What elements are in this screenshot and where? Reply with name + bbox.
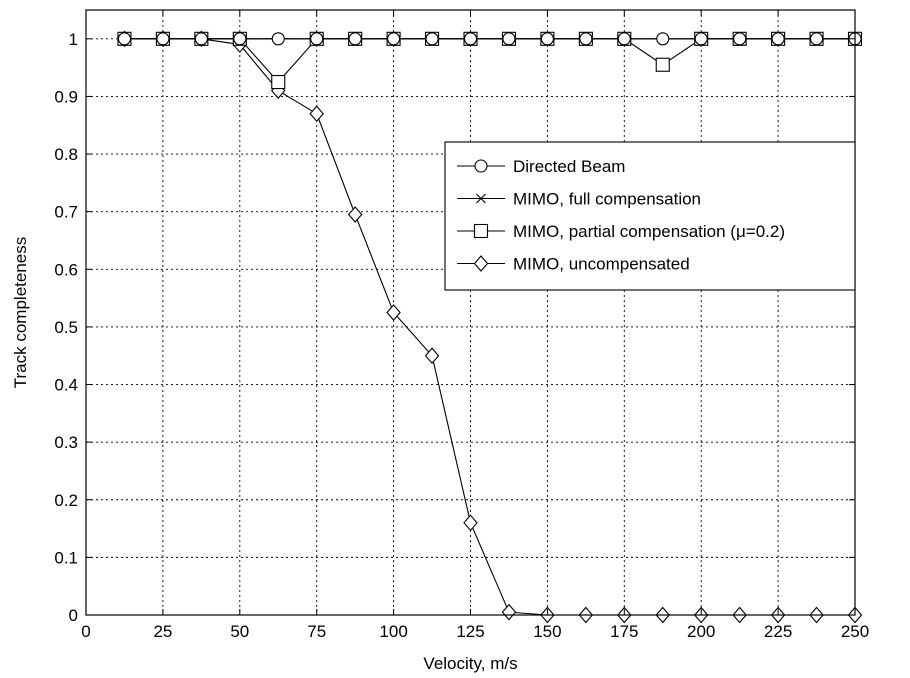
x-tick-label: 250 (841, 622, 869, 641)
data-point-circle (733, 32, 747, 46)
x-tick-label: 225 (764, 622, 792, 641)
y-tick-label: 0 (69, 606, 78, 625)
legend-marker-diamond (473, 255, 489, 272)
data-point-circle (117, 32, 131, 46)
y-tick-label: 0.1 (54, 548, 78, 567)
data-point-circle (348, 32, 362, 46)
data-point-circle (579, 32, 593, 46)
y-tick-label: 0.2 (54, 491, 78, 510)
y-tick-label: 0.5 (54, 318, 78, 337)
data-point-circle (656, 32, 670, 46)
legend-label: Directed Beam (513, 157, 625, 176)
x-tick-label: 0 (81, 622, 90, 641)
data-point-diamond (501, 603, 517, 621)
data-point-circle (617, 32, 631, 46)
legend-label: MIMO, full compensation (513, 190, 701, 209)
y-tick-label: 1 (69, 30, 78, 49)
x-tick-label: 25 (153, 622, 172, 641)
x-tick-label: 200 (687, 622, 715, 641)
data-point-diamond (309, 105, 324, 123)
legend-marker-square (473, 223, 489, 239)
legend-item: MIMO, full compensation (457, 190, 701, 209)
legend-box (444, 141, 856, 291)
y-tick-label: 0.7 (54, 203, 78, 222)
x-tick-label: 50 (230, 622, 249, 641)
data-point-diamond (386, 304, 401, 321)
y-tick-label: 0.4 (54, 376, 78, 395)
legend-label: MIMO, uncompensated (513, 255, 690, 274)
y-tick-label: 0.8 (54, 145, 78, 164)
y-tick-label: 0.9 (54, 87, 78, 106)
x-tick-label: 75 (307, 622, 326, 641)
legend-item: Directed Beam (457, 157, 625, 176)
legend-item: MIMO, uncompensated (457, 255, 690, 274)
legend: Directed Beam MIMO, full compensation MIMO… (444, 141, 856, 291)
data-point-circle (156, 32, 170, 46)
y-tick-label: 0.6 (54, 260, 78, 279)
legend-label: MIMO, partial compensation (μ=0.2) (513, 222, 785, 241)
data-point-circle (194, 32, 208, 46)
x-axis-label: Velocity, m/s (423, 654, 517, 673)
data-point-circle (502, 32, 516, 46)
data-point-circle (310, 32, 324, 46)
data-point-diamond (424, 347, 440, 365)
data-point-diamond (463, 514, 478, 532)
data-point-circle (233, 32, 247, 46)
y-tick-label: 0.3 (54, 433, 78, 452)
x-tick-label: 100 (379, 622, 407, 641)
data-point-circle (771, 32, 785, 46)
data-point-circle (809, 32, 824, 46)
legend-marker-x (476, 193, 486, 204)
series-layer (117, 30, 863, 624)
data-point-circle (271, 32, 285, 46)
data-point-circle (425, 32, 439, 46)
data-point-circle (694, 32, 708, 46)
legend-marker-circle (474, 159, 488, 173)
x-tick-label: 175 (610, 622, 638, 641)
data-point-square (655, 57, 670, 72)
data-point-square (271, 74, 286, 90)
data-point-circle (387, 32, 401, 46)
legend-item: MIMO, partial compensation (μ=0.2) (457, 222, 785, 241)
ticks: 0 25 50 75 100 125 150 175 200 225 250 0 0.1 0.2 0.3 0.… (54, 10, 869, 641)
data-point-circle (540, 32, 554, 46)
data-point-diamond (347, 206, 363, 223)
y-axis-label: Track completeness (11, 237, 30, 388)
data-point-circle (463, 32, 478, 46)
x-tick-label: 125 (456, 622, 484, 641)
x-tick-label: 150 (533, 622, 561, 641)
series-circle (117, 32, 862, 46)
